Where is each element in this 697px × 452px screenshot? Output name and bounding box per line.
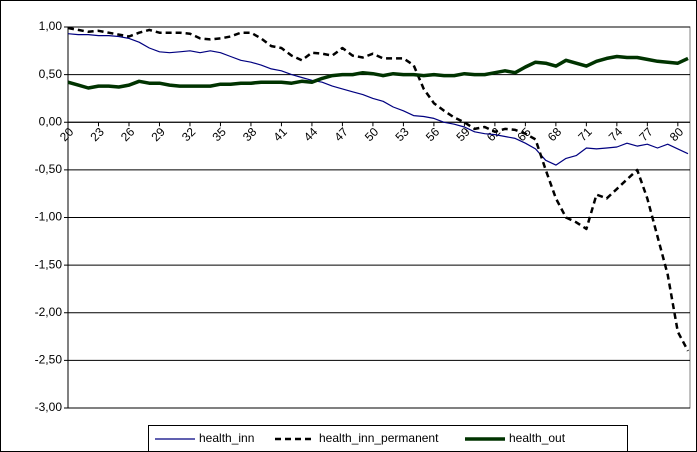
legend-label: health_inn xyxy=(199,431,254,445)
y-tick-label: 0,50 xyxy=(39,67,63,81)
y-tick-label: -1,50 xyxy=(35,257,63,271)
legend-label: health_inn_permanent xyxy=(319,431,439,445)
y-tick-label: -1,00 xyxy=(35,210,63,224)
legend xyxy=(148,425,628,452)
y-tick-label: -2,00 xyxy=(35,305,63,319)
y-tick-label: -2,50 xyxy=(35,353,63,367)
legend-label: health_out xyxy=(509,431,566,445)
series-line xyxy=(67,54,689,90)
y-tick-label: -3,00 xyxy=(35,400,63,414)
series-line xyxy=(67,26,690,352)
series-line xyxy=(67,33,689,166)
y-tick-label: 1,00 xyxy=(39,19,63,33)
y-tick-label: 0,00 xyxy=(39,114,63,128)
y-tick-label: -0,50 xyxy=(35,162,63,176)
